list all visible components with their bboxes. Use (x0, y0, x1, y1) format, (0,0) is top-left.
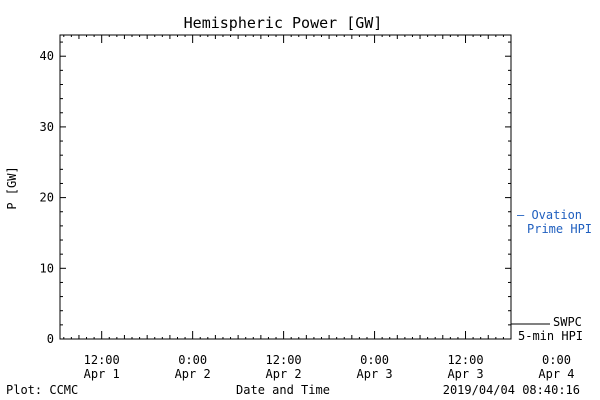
plot-frame (59, 34, 512, 340)
x-tick-label-date: Apr 4 (538, 367, 574, 381)
y-tick-label: 0 (47, 332, 54, 346)
footer-timestamp: 2019/04/04 08:40:16 (443, 383, 580, 397)
x-tick-label-date: Apr 3 (447, 367, 483, 381)
y-axis-label: P [GW] (5, 166, 19, 209)
x-tick-label-date: Apr 2 (266, 367, 302, 381)
x-tick-label-date: Apr 3 (357, 367, 393, 381)
swpc-legend-line1: SWPC (553, 315, 582, 329)
y-tick-label: 40 (40, 49, 54, 63)
x-tick-label-time: 0:00 (542, 353, 571, 367)
y-tick-label: 30 (40, 120, 54, 134)
x-tick-label-time: 12:00 (84, 353, 120, 367)
y-axis: 0 10 20 30 40 (40, 41, 511, 346)
ovation-legend-line1: — Ovation (517, 208, 582, 222)
swpc-legend-line2: 5-min HPI (518, 329, 583, 343)
x-tick-label-time: 0:00 (360, 353, 389, 367)
y-tick-label: 20 (40, 191, 54, 205)
x-tick-label-time: 12:00 (447, 353, 483, 367)
x-tick-label-time: 12:00 (266, 353, 302, 367)
y-tick-label: 10 (40, 261, 54, 275)
ovation-legend-line2: Prime HPI (527, 222, 592, 236)
chart-title: Hemispheric Power [GW] (184, 14, 383, 32)
footer-credit: Plot: CCMC (6, 383, 78, 397)
x-tick-label-time: 0:00 (178, 353, 207, 367)
x-axis-label: Date and Time (236, 383, 330, 397)
x-tick-label-date: Apr 2 (175, 367, 211, 381)
x-tick-label-date: Apr 1 (84, 367, 120, 381)
